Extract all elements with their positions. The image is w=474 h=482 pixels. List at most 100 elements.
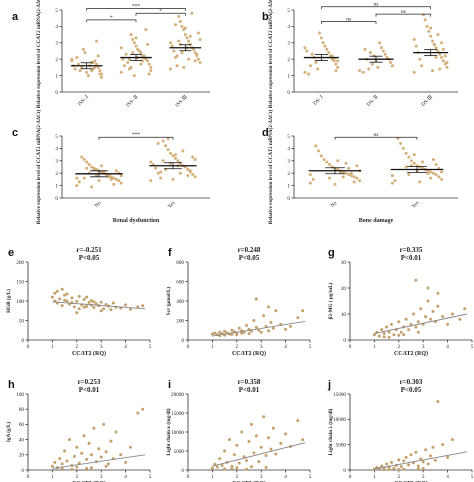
data-point-a-2-24 bbox=[192, 47, 196, 51]
sig-bracket-b-0 bbox=[320, 6, 432, 10]
data-point-j-18 bbox=[416, 464, 420, 468]
data-point-i-2 bbox=[215, 465, 219, 469]
y-tick-label-j-2: 10000 bbox=[333, 417, 346, 423]
data-point-d-0-28 bbox=[336, 159, 340, 163]
x-tick-label-f-2: 2 bbox=[236, 344, 239, 350]
data-point-g-15 bbox=[409, 322, 413, 326]
x-axis-label-g: CCAT2 (RQ) bbox=[394, 350, 428, 357]
data-point-a-1-13 bbox=[129, 33, 133, 37]
data-point-i-13 bbox=[242, 455, 246, 459]
data-point-a-0-16 bbox=[75, 56, 79, 60]
data-point-f-8 bbox=[230, 328, 234, 332]
data-point-b-0-0 bbox=[303, 70, 307, 74]
data-point-d-0-29 bbox=[333, 182, 337, 186]
data-point-a-0-26 bbox=[90, 69, 94, 73]
data-point-j-17 bbox=[414, 450, 418, 454]
data-point-c-0-34 bbox=[85, 166, 89, 170]
data-point-b-1-1 bbox=[390, 64, 394, 68]
data-point-b-2-5 bbox=[438, 52, 442, 56]
data-point-d-1-11 bbox=[412, 161, 416, 165]
data-point-h-5 bbox=[63, 449, 67, 453]
data-point-a-0-9 bbox=[86, 74, 90, 78]
data-point-a-2-21 bbox=[196, 31, 200, 35]
data-point-b-0-1 bbox=[336, 65, 340, 69]
data-point-d-1-23 bbox=[431, 158, 435, 162]
data-point-b-1-6 bbox=[381, 49, 385, 53]
data-point-g-35 bbox=[402, 333, 406, 337]
data-point-a-2-8 bbox=[187, 39, 191, 43]
data-point-f-21 bbox=[262, 314, 266, 318]
data-point-a-1-30 bbox=[132, 74, 136, 78]
panel-label-g: g bbox=[328, 247, 335, 259]
data-point-g-16 bbox=[411, 312, 415, 316]
panel-a: a 0 1 2 3 4 5 Relative expression level of CCAT… bbox=[12, 0, 210, 108]
data-point-e-14 bbox=[85, 304, 89, 308]
panel-d: d 0 1 2 3 4 5 Relative expression level of CCAT… bbox=[262, 109, 458, 224]
data-point-h-0 bbox=[50, 464, 54, 468]
x-tick-label-i-4: 4 bbox=[284, 474, 287, 480]
data-point-j-32 bbox=[416, 467, 420, 471]
data-point-g-17 bbox=[414, 325, 418, 329]
data-point-d-0-22 bbox=[352, 180, 356, 184]
y-tick-label-i-0: 0 bbox=[181, 468, 184, 474]
data-point-e-11 bbox=[77, 294, 81, 298]
y-tick-label-b-2: 2 bbox=[287, 57, 290, 63]
data-point-c-1-25 bbox=[181, 149, 185, 153]
data-point-h-22 bbox=[104, 450, 108, 454]
y-tick-label-a-0: 0 bbox=[55, 90, 58, 96]
data-point-a-1-29 bbox=[134, 36, 138, 40]
x-tick-label-h-1: 1 bbox=[51, 474, 54, 480]
data-point-a-1-16 bbox=[124, 52, 128, 56]
sig-bracket-a-1 bbox=[86, 19, 137, 23]
data-point-h-19 bbox=[97, 447, 101, 451]
data-point-e-17 bbox=[92, 306, 96, 310]
data-point-h-35 bbox=[104, 464, 108, 468]
data-point-d-1-22 bbox=[434, 163, 438, 167]
data-point-j-20 bbox=[421, 460, 425, 464]
data-point-c-1-2 bbox=[191, 172, 195, 176]
data-point-c-1-11 bbox=[169, 151, 173, 155]
data-point-d-1-12 bbox=[410, 159, 414, 163]
data-point-d-0-25 bbox=[344, 161, 348, 165]
data-point-f-28 bbox=[284, 327, 288, 331]
data-point-h-21 bbox=[102, 422, 106, 426]
y-tick-label-c-2: 2 bbox=[55, 171, 58, 177]
y-axis-label-e: HGB (g/L) bbox=[5, 289, 12, 313]
category-label-a-2: ISS-Ⅲ bbox=[174, 94, 188, 108]
x-tick-label-g-0: 0 bbox=[349, 344, 352, 350]
category-label-c-0: No bbox=[94, 200, 103, 209]
data-point-b-0-17 bbox=[307, 72, 311, 76]
data-point-d-1-0 bbox=[390, 181, 394, 185]
data-point-a-1-27 bbox=[137, 49, 141, 53]
data-point-a-1-11 bbox=[132, 41, 136, 45]
data-point-c-0-18 bbox=[77, 180, 81, 184]
data-point-f-36 bbox=[247, 332, 251, 336]
data-point-j-31 bbox=[402, 467, 406, 471]
data-point-b-2-26 bbox=[434, 56, 438, 60]
data-point-e-40 bbox=[75, 311, 79, 315]
data-point-a-1-26 bbox=[139, 62, 143, 66]
data-point-b-1-16 bbox=[363, 47, 367, 51]
sig-label-b-2: ns bbox=[401, 9, 406, 15]
data-point-c-1-22 bbox=[188, 169, 192, 173]
data-point-a-0-22 bbox=[96, 54, 100, 58]
x-tick-label-j-3: 3 bbox=[422, 474, 425, 480]
data-point-c-1-14 bbox=[161, 139, 165, 143]
x-tick-label-h-5: 5 bbox=[149, 474, 152, 480]
x-tick-label-f-1: 1 bbox=[211, 344, 214, 350]
y-tick-label-b-5: 5 bbox=[287, 8, 290, 14]
data-point-d-0-5 bbox=[347, 172, 351, 176]
trend-line-g bbox=[374, 313, 468, 334]
data-point-c-1-0 bbox=[149, 179, 153, 183]
panel-b: b 0 1 2 3 4 5 Relative expression level of CCAT… bbox=[262, 0, 458, 108]
data-point-d-0-4 bbox=[349, 174, 353, 178]
data-point-a-1-31 bbox=[131, 51, 135, 55]
data-point-f-5 bbox=[223, 329, 227, 333]
data-point-g-32 bbox=[414, 278, 418, 282]
y-tick-label-b-1: 1 bbox=[287, 73, 290, 79]
stat-r-g: r=0.335 bbox=[400, 246, 423, 254]
data-point-b-0-16 bbox=[308, 64, 312, 68]
data-point-d-1-3 bbox=[434, 172, 438, 176]
data-point-e-0 bbox=[50, 295, 54, 299]
data-point-c-1-31 bbox=[166, 136, 170, 140]
